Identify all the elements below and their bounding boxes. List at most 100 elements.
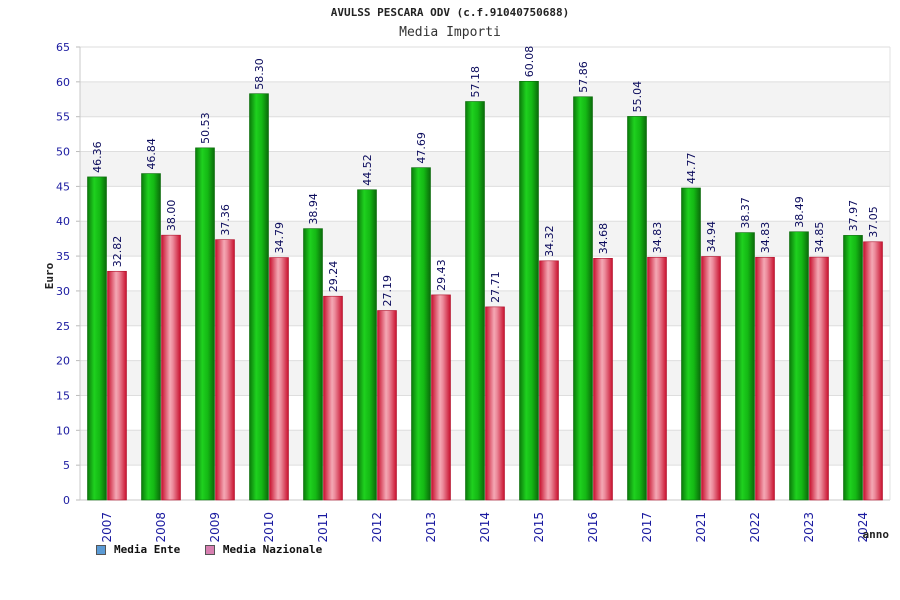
bar-media-ente-2021 — [681, 187, 701, 501]
data-label-media-nazionale-2011: 29.24 — [327, 261, 340, 293]
y-axis-ticks: 0 5 10 15 20 25 30 35 40 45 50 55 60 65 — [56, 41, 70, 507]
legend-item-media-nazionale: Media Nazionale — [204, 543, 323, 556]
legend-swatch-media-ente — [96, 544, 106, 555]
bar-media-nazionale-2023 — [809, 256, 829, 501]
bar-media-ente-2012 — [357, 189, 377, 501]
x-tick-label: 2008 — [154, 512, 168, 543]
data-label-media-ente-2011: 38.94 — [307, 193, 320, 225]
grid-band — [80, 81, 890, 117]
data-label-media-ente-2015: 60.08 — [523, 46, 536, 78]
x-tick-label: 2010 — [262, 512, 276, 543]
y-tick-label: 45 — [56, 180, 70, 193]
plot-area — [80, 47, 890, 500]
legend-label-media-nazionale: Media Nazionale — [222, 543, 323, 556]
x-tick-label: 2007 — [100, 512, 114, 543]
x-tick-label: 2012 — [370, 512, 384, 543]
x-tick-label: 2014 — [478, 512, 492, 543]
data-label-media-nazionale-2023: 34.85 — [813, 222, 826, 254]
data-label-media-nazionale-2017: 34.83 — [651, 222, 664, 254]
data-label-media-nazionale-2022: 34.83 — [759, 222, 772, 254]
bar-media-nazionale-2022 — [755, 256, 775, 501]
y-tick-label: 55 — [56, 111, 70, 124]
bar-media-ente-2015 — [519, 80, 539, 501]
bar-media-nazionale-2013 — [431, 294, 451, 501]
data-label-media-nazionale-2009: 37.36 — [219, 204, 232, 236]
bar-media-ente-2009 — [195, 147, 215, 501]
data-label-media-ente-2014: 57.18 — [469, 66, 482, 98]
bar-media-ente-2011 — [303, 228, 323, 501]
data-label-media-ente-2023: 38.49 — [793, 196, 806, 228]
x-tick-label: 2009 — [208, 512, 222, 543]
data-label-media-nazionale-2008: 38.00 — [165, 200, 178, 232]
data-label-media-ente-2017: 55.04 — [631, 81, 644, 113]
x-tick-label: 2013 — [424, 512, 438, 543]
data-label-media-nazionale-2021: 34.94 — [705, 221, 718, 253]
data-label-media-ente-2013: 47.69 — [415, 132, 428, 164]
bar-media-ente-2010 — [249, 93, 269, 501]
y-tick-label: 30 — [56, 285, 70, 298]
bar-media-ente-2013 — [411, 167, 431, 501]
y-tick-label: 20 — [56, 355, 70, 368]
y-tick-label: 0 — [63, 494, 70, 507]
data-labels: 46.36 32.82 46.84 38.00 50.53 37.36 58.30 34.79… — [91, 46, 880, 307]
bar-media-nazionale-2012 — [377, 310, 397, 501]
x-axis-label: anno — [863, 528, 890, 541]
data-label-media-nazionale-2010: 34.79 — [273, 222, 286, 254]
bar-media-nazionale-2017 — [647, 256, 667, 501]
data-label-media-ente-2008: 46.84 — [145, 138, 158, 170]
legend-label-media-ente: Media Ente — [114, 543, 181, 556]
bar-media-nazionale-2011 — [323, 295, 343, 501]
y-tick-label: 60 — [56, 76, 70, 89]
bar-media-nazionale-2024 — [863, 241, 883, 501]
data-label-media-ente-2012: 44.52 — [361, 154, 374, 186]
bar-media-nazionale-2009 — [215, 239, 235, 501]
bar-media-nazionale-2008 — [161, 234, 181, 501]
bar-media-ente-2007 — [87, 176, 107, 501]
x-tick-label: 2015 — [532, 512, 546, 543]
bar-media-nazionale-2014 — [485, 306, 505, 501]
data-label-media-ente-2022: 38.37 — [739, 197, 752, 229]
data-label-media-ente-2007: 46.36 — [91, 141, 104, 173]
legend: Media Ente Media Nazionale — [96, 543, 340, 558]
bar-media-ente-2017 — [627, 116, 647, 501]
bar-media-nazionale-2015 — [539, 260, 559, 501]
y-tick-label: 25 — [56, 320, 70, 333]
y-tick-label: 15 — [56, 389, 70, 402]
bar-media-nazionale-2010 — [269, 257, 289, 501]
y-tick-label: 40 — [56, 215, 70, 228]
data-label-media-nazionale-2013: 29.43 — [435, 259, 448, 291]
data-label-media-nazionale-2014: 27.71 — [489, 271, 502, 303]
y-tick-label: 50 — [56, 146, 70, 159]
bar-media-ente-2014 — [465, 101, 485, 501]
x-tick-label: 2021 — [694, 512, 708, 543]
y-tick-label: 35 — [56, 250, 70, 263]
grid-band — [80, 151, 890, 187]
x-tick-label: 2022 — [748, 512, 762, 543]
grid-band — [80, 360, 890, 396]
bar-media-ente-2024 — [843, 235, 863, 501]
y-axis-label: Euro — [43, 262, 56, 289]
bar-media-nazionale-2007 — [107, 270, 127, 501]
bars — [87, 80, 883, 501]
x-tick-label: 2024 — [856, 512, 870, 543]
bar-media-ente-2023 — [789, 231, 809, 501]
data-label-media-ente-2021: 44.77 — [685, 152, 698, 184]
x-tick-label: 2017 — [640, 512, 654, 543]
data-label-media-nazionale-2016: 34.68 — [597, 223, 610, 255]
y-tick-label: 65 — [56, 41, 70, 54]
x-axis-ticks: 2007 2008 2009 2010 2011 2012 2013 2014 2015 2016… — [100, 512, 870, 543]
data-label-media-ente-2010: 58.30 — [253, 58, 266, 90]
bar-media-nazionale-2016 — [593, 258, 613, 501]
bar-media-ente-2008 — [141, 173, 161, 501]
bar-media-ente-2016 — [573, 96, 593, 501]
data-label-media-nazionale-2007: 32.82 — [111, 236, 124, 268]
y-tick-label: 10 — [56, 424, 70, 437]
x-tick-label: 2023 — [802, 512, 816, 543]
data-label-media-nazionale-2015: 34.32 — [543, 225, 556, 257]
legend-item-media-ente: Media Ente — [96, 543, 180, 556]
grid-band — [80, 430, 890, 466]
bar-media-nazionale-2021 — [701, 256, 721, 501]
bar-media-ente-2022 — [735, 232, 755, 501]
grid-band — [80, 221, 890, 257]
data-label-media-nazionale-2012: 27.19 — [381, 275, 394, 307]
